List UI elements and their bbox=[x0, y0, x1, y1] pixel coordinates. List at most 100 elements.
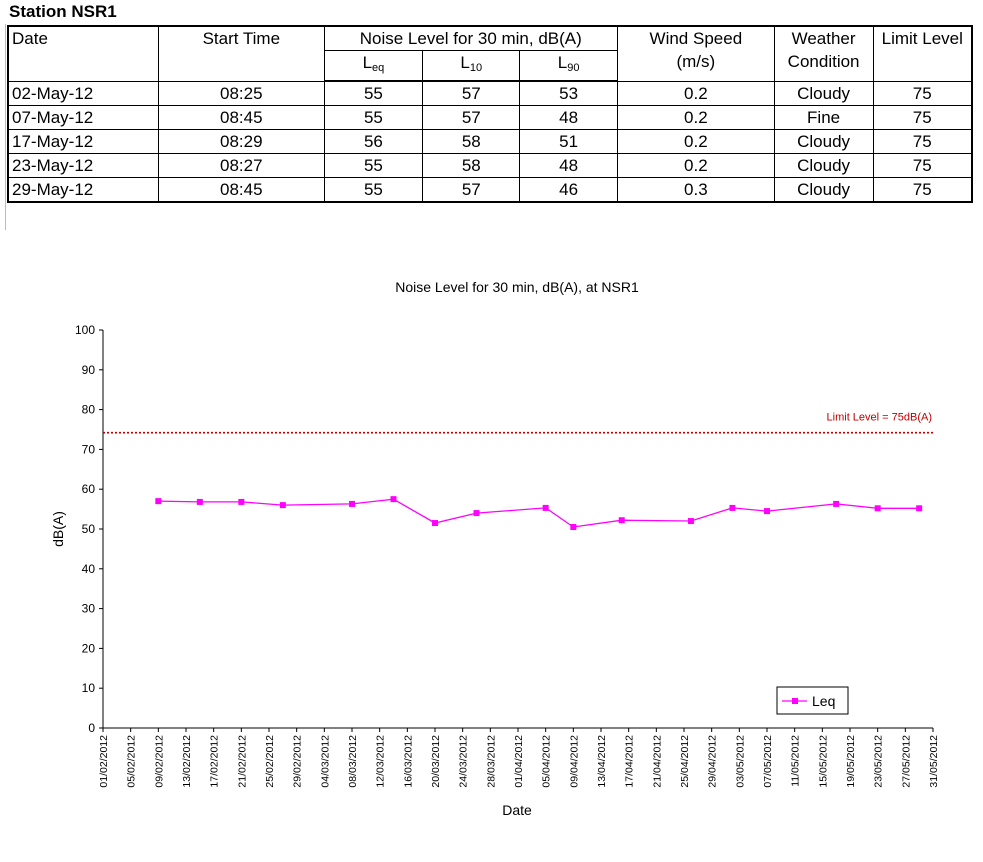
x-tick-label: 13/02/2012 bbox=[181, 735, 193, 788]
data-point-leq bbox=[833, 500, 840, 507]
x-tick-label: 31/05/2012 bbox=[928, 735, 940, 788]
x-tick-label: 13/04/2012 bbox=[596, 735, 608, 788]
data-point-leq bbox=[473, 510, 480, 517]
x-tick-label: 05/02/2012 bbox=[126, 735, 138, 788]
header-weather-line2: Condition bbox=[787, 52, 860, 71]
data-point-leq bbox=[542, 504, 549, 511]
cell-weather: Cloudy bbox=[773, 153, 874, 178]
x-tick-label: 07/05/2012 bbox=[762, 735, 774, 788]
noise-data-table: Date Start Time Noise Level for 30 min, … bbox=[7, 25, 973, 203]
cell-leq: 55 bbox=[323, 177, 424, 203]
x-tick-label: 25/02/2012 bbox=[264, 735, 276, 788]
cell-wind: 0.2 bbox=[617, 153, 775, 178]
data-point-leq bbox=[238, 498, 245, 505]
x-tick-label: 09/02/2012 bbox=[153, 735, 165, 788]
cell-weather: Cloudy bbox=[773, 177, 874, 203]
x-tick-label: 21/02/2012 bbox=[236, 735, 248, 788]
data-point-leq bbox=[196, 498, 203, 505]
table-row: 17-May-12 08:29 56 58 51 0.2 Cloudy 75 bbox=[7, 129, 973, 154]
x-tick-label: 21/04/2012 bbox=[651, 735, 663, 788]
x-tick-label: 24/03/2012 bbox=[458, 735, 470, 788]
cell-l10: 58 bbox=[422, 129, 521, 154]
header-weather-line1: Weather bbox=[791, 29, 856, 48]
cell-date: 23-May-12 bbox=[7, 153, 160, 178]
table-subheader-row: Leq L10 L90 bbox=[8, 50, 972, 82]
series-line-leq bbox=[158, 498, 920, 528]
y-tick-label: 50 bbox=[82, 522, 96, 536]
header-leq: Leq bbox=[323, 50, 424, 82]
data-point-leq bbox=[874, 505, 881, 512]
data-point-leq bbox=[349, 500, 355, 507]
data-point-leq bbox=[279, 502, 286, 509]
data-point-leq bbox=[432, 520, 438, 527]
cell-l90: 46 bbox=[519, 177, 619, 203]
y-tick-label: 60 bbox=[82, 482, 96, 496]
x-tick-label: 29/04/2012 bbox=[707, 735, 719, 788]
x-axis-label: Date bbox=[502, 802, 532, 818]
x-tick-label: 23/05/2012 bbox=[873, 735, 885, 788]
x-tick-label: 17/04/2012 bbox=[624, 735, 636, 788]
cell-date: 17-May-12 bbox=[7, 129, 160, 154]
cell-limit: 75 bbox=[872, 80, 973, 106]
data-point-leq bbox=[764, 508, 770, 515]
chart-axes: 0 10 20 30 40 50 60 70 80 90 100 01/02/2012 05/02/20… bbox=[75, 323, 940, 788]
cell-limit: 75 bbox=[872, 177, 973, 203]
cell-wind: 0.2 bbox=[617, 105, 775, 130]
chart-legend: Leq bbox=[776, 686, 849, 715]
y-tick-label: 10 bbox=[82, 681, 96, 695]
cell-time: 08:45 bbox=[158, 105, 325, 130]
legend-marker-swatch bbox=[792, 698, 798, 704]
cell-l90: 48 bbox=[519, 105, 619, 130]
cell-wind: 0.3 bbox=[617, 177, 775, 203]
cell-date: 29-May-12 bbox=[7, 177, 160, 203]
cell-time: 08:25 bbox=[158, 80, 325, 106]
x-tick-label: 05/04/2012 bbox=[541, 735, 553, 788]
cell-limit: 75 bbox=[872, 105, 973, 130]
cell-wind: 0.2 bbox=[617, 129, 775, 154]
x-tick-label: 17/02/2012 bbox=[209, 735, 221, 788]
cell-weather: Fine bbox=[773, 105, 874, 130]
cell-l10: 57 bbox=[422, 105, 521, 130]
header-noise-level: Noise Level for 30 min, dB(A) bbox=[323, 25, 619, 51]
data-point-leq bbox=[916, 505, 923, 512]
legend-label: Leq bbox=[812, 693, 835, 709]
header-l10: L10 bbox=[422, 50, 521, 82]
table-row: 02-May-12 08:25 55 57 53 0.2 Cloudy 75 bbox=[7, 80, 973, 106]
cell-leq: 56 bbox=[323, 129, 424, 154]
data-point-leq bbox=[729, 504, 736, 511]
cell-wind: 0.2 bbox=[617, 80, 775, 106]
cell-time: 08:27 bbox=[158, 153, 325, 178]
header-l90: L90 bbox=[519, 50, 619, 82]
x-tick-label: 20/03/2012 bbox=[430, 735, 442, 788]
x-tick-label: 16/03/2012 bbox=[402, 735, 414, 788]
x-tick-label: 01/04/2012 bbox=[513, 735, 525, 788]
x-tick-label: 04/03/2012 bbox=[319, 735, 331, 788]
left-rule-divider bbox=[5, 24, 6, 230]
x-tick-label: 19/05/2012 bbox=[845, 735, 857, 788]
data-point-leq bbox=[155, 498, 162, 505]
x-tick-label: 09/04/2012 bbox=[568, 735, 580, 788]
x-tick-label: 01/02/2012 bbox=[98, 735, 110, 788]
y-tick-label: 20 bbox=[82, 641, 96, 655]
limit-line-group: Limit Level = 75dB(A) bbox=[103, 412, 933, 434]
header-wind-speed-unit: (m/s) bbox=[676, 52, 716, 71]
header-date: Date bbox=[7, 25, 160, 82]
header-wind-speed-label: Wind Speed bbox=[649, 29, 743, 48]
x-tick-label: 29/02/2012 bbox=[292, 735, 304, 788]
cell-time: 08:45 bbox=[158, 177, 325, 203]
x-tick-label: 27/05/2012 bbox=[900, 735, 912, 788]
x-tick-label: 28/03/2012 bbox=[485, 735, 497, 788]
cell-leq: 55 bbox=[323, 80, 424, 106]
y-tick-label: 40 bbox=[82, 562, 96, 576]
y-tick-label: 70 bbox=[82, 442, 96, 456]
cell-leq: 55 bbox=[323, 105, 424, 130]
cell-date: 07-May-12 bbox=[7, 105, 160, 130]
cell-limit: 75 bbox=[872, 153, 973, 178]
header-limit-level: Limit Level bbox=[872, 25, 973, 82]
data-point-leq bbox=[390, 496, 397, 503]
table-row: 29-May-12 08:45 55 57 46 0.3 Cloudy 75 bbox=[7, 177, 973, 203]
x-tick-label: 11/05/2012 bbox=[790, 735, 802, 787]
data-point-leq bbox=[618, 517, 625, 524]
y-tick-label: 80 bbox=[82, 403, 96, 417]
cell-weather: Cloudy bbox=[773, 80, 874, 106]
